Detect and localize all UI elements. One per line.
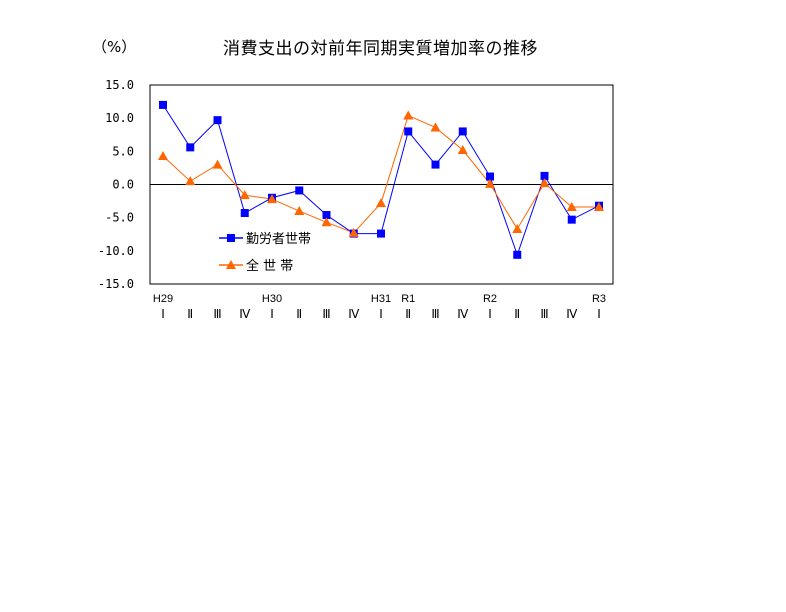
x-quarter-label: Ⅲ	[431, 307, 439, 321]
data-point-square	[567, 215, 576, 224]
data-point-square	[295, 186, 304, 195]
data-point-triangle	[212, 159, 223, 169]
x-year-label: H31	[371, 293, 391, 305]
x-quarter-label: Ⅰ	[597, 307, 601, 321]
y-tick-label: -5.0	[105, 211, 134, 225]
x-quarter-label: Ⅰ	[161, 307, 165, 321]
x-year-label: R1	[401, 293, 415, 305]
data-point-triangle	[348, 227, 359, 237]
legend-label-0: 勤労者世帯	[246, 232, 311, 247]
data-point-triangle	[158, 150, 168, 160]
x-quarter-label: Ⅱ	[296, 307, 302, 321]
y-tick-label: 10.0	[105, 111, 134, 125]
data-point-square	[159, 100, 167, 109]
series-line-1	[162, 114, 599, 234]
x-year-label: H29	[153, 293, 173, 305]
data-point-triangle	[430, 122, 441, 132]
y-tick-label: -10.0	[98, 244, 134, 258]
data-point-triangle	[457, 145, 468, 155]
legend-square-marker-icon	[227, 234, 235, 242]
legend-triangle-marker-icon	[226, 260, 236, 269]
legend-label-1: 全 世 帯	[246, 258, 293, 274]
x-quarter-label: Ⅳ	[348, 307, 359, 321]
x-quarter-label: Ⅲ	[322, 307, 330, 321]
data-point-triangle	[239, 190, 250, 200]
x-quarter-label: Ⅱ	[514, 307, 520, 321]
x-quarter-label: Ⅰ	[379, 307, 383, 321]
data-point-square	[431, 160, 440, 169]
x-quarter-label: Ⅳ	[239, 307, 250, 321]
x-quarter-label: Ⅰ	[270, 307, 274, 321]
y-tick-label: 15.0	[105, 78, 134, 92]
data-point-triangle	[403, 110, 414, 120]
data-point-square	[377, 229, 385, 238]
data-point-triangle	[594, 202, 604, 212]
x-quarter-label: Ⅲ	[540, 307, 548, 321]
data-point-triangle	[294, 206, 305, 216]
data-point-square	[458, 127, 467, 136]
x-quarter-label: Ⅳ	[457, 307, 468, 321]
data-point-triangle	[485, 178, 495, 188]
data-point-triangle	[376, 198, 386, 208]
data-point-square	[540, 171, 549, 180]
data-point-triangle	[566, 202, 577, 212]
x-quarter-label: Ⅲ	[213, 307, 221, 321]
y-tick-label: 5.0	[112, 144, 134, 158]
data-point-square	[213, 116, 222, 125]
data-point-triangle	[185, 176, 196, 186]
data-point-square	[486, 172, 494, 181]
x-quarter-label: Ⅱ	[187, 307, 193, 321]
data-point-square	[240, 209, 249, 218]
data-point-triangle	[267, 194, 277, 204]
data-point-square	[322, 211, 331, 220]
x-quarter-label: Ⅱ	[405, 307, 411, 321]
x-year-label: R3	[592, 293, 606, 305]
y-axis-unit-label: （%）	[92, 38, 137, 56]
y-tick-label: 0.0	[112, 178, 134, 192]
x-year-label: R2	[483, 293, 497, 305]
y-tick-label: -15.0	[98, 277, 134, 291]
data-point-square	[404, 127, 413, 136]
data-point-square	[513, 250, 522, 259]
chart-title: 消費支出の対前年同期実質増加率の推移	[223, 39, 538, 59]
data-point-triangle	[512, 223, 523, 233]
data-point-triangle	[539, 178, 550, 188]
data-point-triangle	[321, 217, 332, 227]
x-year-label: H30	[262, 293, 282, 305]
data-point-square	[186, 143, 195, 152]
x-quarter-label: Ⅳ	[566, 307, 577, 321]
x-quarter-label: Ⅰ	[488, 307, 492, 321]
